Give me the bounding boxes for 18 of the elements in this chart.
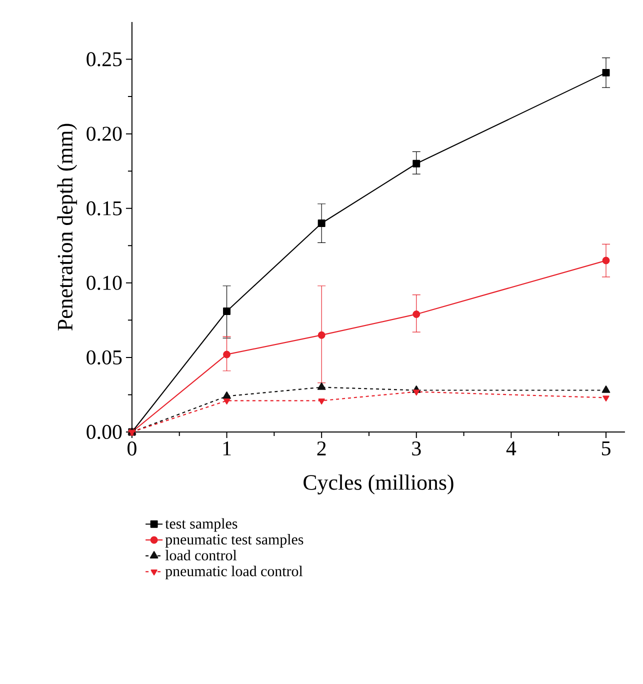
y-tick-label: 0.15 — [86, 201, 122, 216]
x-axis-title: Cycles (millions) — [304, 474, 454, 494]
x-tick-label: 0 — [128, 442, 136, 456]
x-tick-label: 2 — [317, 441, 326, 456]
legend-label: load control — [165, 550, 237, 560]
legend-label: pneumatic load control — [165, 566, 303, 580]
legend-label: test samples — [165, 518, 238, 532]
x-tick-label: 1 — [223, 441, 231, 456]
y-tick-label: 0.05 — [86, 350, 122, 365]
legend-label: pneumatic test samples — [165, 534, 304, 548]
y-tick-label: 0.25 — [86, 52, 122, 66]
x-tick-label: 4 — [506, 442, 516, 456]
y-tick-label: 0.20 — [86, 126, 122, 141]
y-axis-title: Penetration depth (mm) — [57, 124, 78, 330]
x-tick-label: 3 — [412, 441, 421, 456]
y-tick-label: 0.10 — [86, 276, 122, 290]
x-tick-label: 5 — [602, 441, 610, 456]
y-tick-label: 0.00 — [86, 424, 122, 440]
